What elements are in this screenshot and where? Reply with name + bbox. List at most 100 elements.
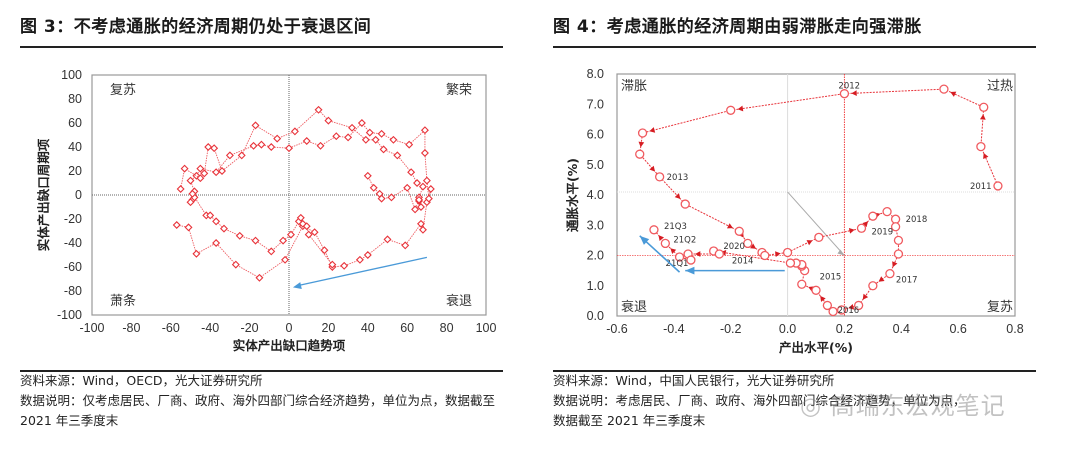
data-point-diamond bbox=[357, 119, 366, 127]
data-point-diamond bbox=[420, 149, 429, 157]
x-tick-label: -60 bbox=[162, 321, 180, 335]
data-point-diamond bbox=[273, 134, 282, 143]
data-point-circle bbox=[782, 247, 793, 258]
y-tick-label: 8.0 bbox=[587, 67, 604, 81]
data-point-diamond bbox=[296, 213, 305, 222]
direction-arrowhead bbox=[674, 193, 681, 199]
point-label: 21Q1 bbox=[666, 259, 689, 269]
direction-arrowhead bbox=[750, 243, 757, 249]
data-point-diamond bbox=[363, 171, 372, 180]
direction-arrowhead bbox=[670, 248, 677, 254]
data-point-diamond bbox=[407, 168, 416, 177]
direction-arrowhead bbox=[726, 223, 733, 229]
direction-arrowhead bbox=[862, 221, 869, 228]
data-point-diamond bbox=[180, 164, 189, 173]
data-point-diamond bbox=[418, 182, 427, 191]
data-point-diamond bbox=[212, 239, 221, 247]
data-point-diamond bbox=[424, 194, 433, 203]
data-point-diamond bbox=[192, 249, 201, 258]
data-point-circle bbox=[654, 172, 665, 182]
y-tick-label: -60 bbox=[64, 260, 82, 274]
data-point-diamond bbox=[415, 195, 423, 204]
data-point-diamond bbox=[298, 219, 307, 228]
data-point-diamond bbox=[417, 219, 425, 228]
data-point-circle bbox=[868, 211, 878, 221]
figure-4-notes: 资料来源：Wind，中国人民银行，光大证券研究所 数据说明：考虑居民、厂商、政府… bbox=[553, 371, 966, 431]
y-tick-label: 3.0 bbox=[587, 218, 604, 232]
data-point-diamond bbox=[310, 228, 319, 237]
point-label: 21Q2 bbox=[673, 235, 696, 245]
direction-arrowhead bbox=[979, 114, 986, 120]
x-tick-label: 0.8 bbox=[1006, 322, 1023, 336]
data-point-diamond bbox=[417, 203, 425, 211]
direction-arrowhead bbox=[878, 276, 885, 282]
figure-3-source: 资料来源：Wind，OECD，光大证券研究所 bbox=[20, 373, 263, 388]
y-tick-label: 6.0 bbox=[587, 128, 604, 142]
data-point-diamond bbox=[365, 128, 374, 137]
x-axis-label: 产出水平(%) bbox=[779, 340, 853, 355]
data-point-circle bbox=[868, 281, 878, 291]
data-point-diamond bbox=[418, 225, 427, 234]
data-point-diamond bbox=[302, 222, 311, 231]
x-tick-label: 0.0 bbox=[779, 322, 796, 336]
data-point-diamond bbox=[302, 137, 311, 145]
direction-arrowhead bbox=[695, 251, 701, 257]
data-point-diamond bbox=[371, 135, 380, 144]
point-label: 2016 bbox=[838, 306, 860, 316]
data-point-diamond bbox=[204, 143, 213, 151]
plot-frame bbox=[616, 73, 1016, 317]
data-point-diamond bbox=[383, 235, 392, 244]
point-label: 2018 bbox=[906, 215, 928, 225]
data-point-circle bbox=[893, 249, 904, 259]
x-tick-label: -0.4 bbox=[663, 322, 685, 336]
data-point-diamond bbox=[304, 230, 313, 239]
y-tick-label: 60 bbox=[68, 116, 82, 130]
y-axis-label: 通胀水平(%) bbox=[565, 158, 580, 232]
footer-rule-right bbox=[553, 370, 1036, 372]
figure-3-title: 图 3：不考虑通胀的经济周期仍处于衰退区间 bbox=[20, 17, 372, 37]
data-point-diamond bbox=[279, 236, 288, 245]
gray-guide-arrow bbox=[787, 191, 845, 256]
x-tick-label: 0.4 bbox=[893, 322, 910, 336]
data-point-diamond bbox=[340, 261, 349, 270]
x-tick-label: -80 bbox=[122, 321, 140, 335]
series-line bbox=[180, 109, 424, 211]
data-point-diamond bbox=[251, 236, 260, 245]
data-point-circle bbox=[734, 226, 744, 236]
data-point-diamond bbox=[328, 260, 337, 269]
y-tick-label: 4.0 bbox=[587, 188, 604, 202]
trend-arrowhead bbox=[685, 266, 695, 275]
trend-arrowhead bbox=[292, 282, 302, 290]
y-tick-label: 7.0 bbox=[587, 97, 604, 111]
data-point-circle bbox=[797, 279, 807, 289]
y-tick-label: -40 bbox=[64, 236, 82, 250]
trend-arrow bbox=[298, 256, 428, 287]
data-point-circle bbox=[853, 300, 864, 311]
direction-arrowhead bbox=[983, 153, 989, 159]
direction-arrowhead bbox=[775, 251, 781, 257]
x-tick-label: -0.6 bbox=[606, 322, 628, 336]
data-point-diamond bbox=[212, 217, 221, 226]
data-point-diamond bbox=[257, 140, 266, 149]
data-point-circle bbox=[890, 222, 901, 232]
quadrant-label-top-right: 繁荣 bbox=[446, 82, 472, 98]
chart-output-gap: 100 80 60 40 20 0 -20 -40 -60 -80 -100-100 -80 -60 -4… bbox=[36, 68, 496, 353]
data-point-circle bbox=[979, 102, 989, 112]
data-point-diamond bbox=[387, 193, 396, 202]
direction-arrowhead bbox=[848, 228, 855, 234]
point-label: 2013 bbox=[667, 173, 689, 183]
data-point-circle bbox=[890, 214, 901, 224]
data-point-diamond bbox=[235, 231, 244, 240]
data-point-circle bbox=[828, 306, 838, 317]
x-tick-label: 0.2 bbox=[836, 322, 853, 336]
x-tick-label: 0 bbox=[286, 321, 293, 335]
quadrant-label-bottom-right: 衰退 bbox=[446, 293, 472, 309]
y-tick-label: 100 bbox=[61, 68, 82, 82]
quadrant-label-bottom-right: 复苏 bbox=[987, 299, 1013, 315]
data-point-circle bbox=[674, 252, 685, 262]
footer-rule-left bbox=[20, 370, 503, 372]
direction-arrowhead bbox=[649, 127, 656, 133]
data-point-diamond bbox=[355, 255, 364, 264]
figure-4-note-line1: 数据说明：考虑居民、厂商、政府、海外四部门综合经济趋势，单位为点， bbox=[553, 393, 966, 408]
